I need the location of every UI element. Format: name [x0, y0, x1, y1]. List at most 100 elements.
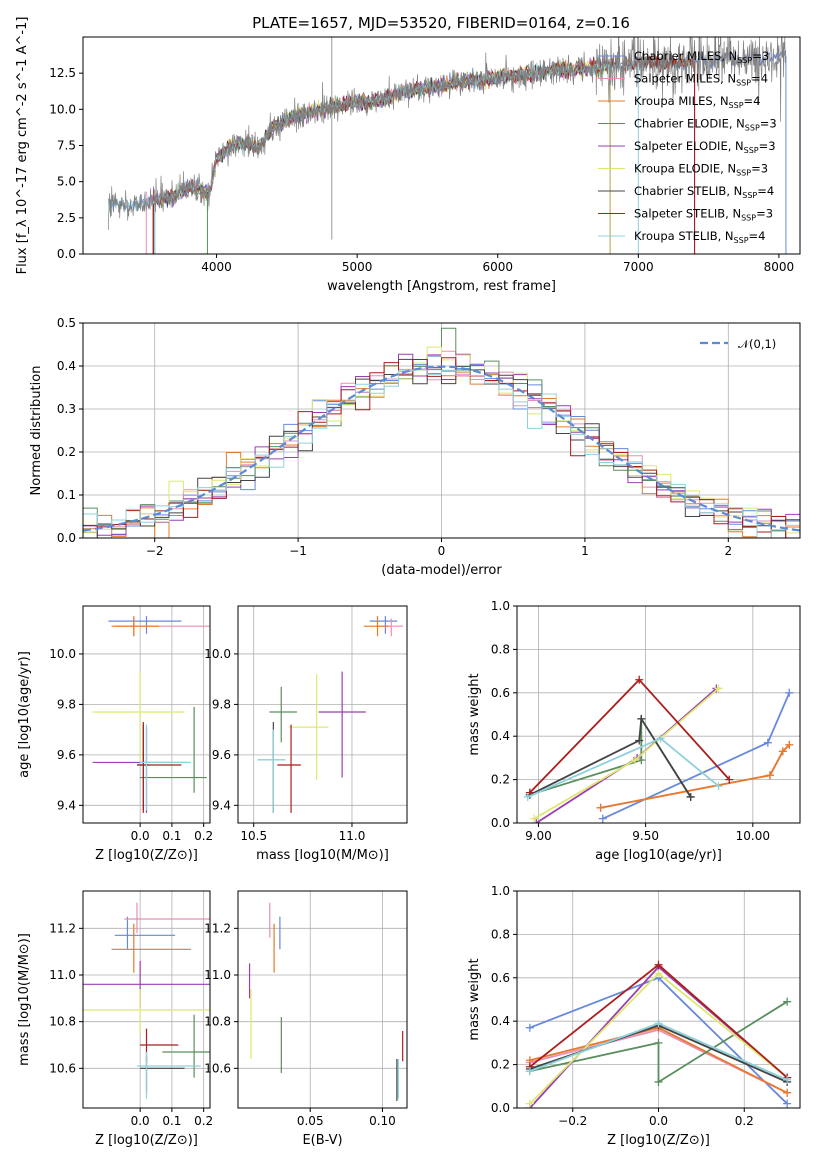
x-tick-label: 0.2	[735, 1114, 754, 1128]
weight-point	[630, 756, 639, 765]
legend-label-main: Salpeter ELODIE, N	[634, 139, 744, 153]
legend-label-main: Salpeter STELIB, N	[634, 207, 741, 221]
y-tick-label: 9.8	[57, 697, 76, 711]
legend-label: Kroupa ELODIE, NSSP=3	[634, 162, 768, 178]
y-tick-label: 11.2	[49, 921, 76, 935]
y-tick-label: 0.2	[57, 445, 76, 459]
weight-point	[654, 969, 663, 978]
y-tick-label: 11.0	[49, 968, 76, 982]
x-axis-label: mass [log10(M/M⊙)]	[256, 848, 389, 863]
x-tick-label: 0.0	[649, 1114, 668, 1128]
panel-6: 0.05 0.10 10.6 10.8 11.0 11.2 E(B-V)	[204, 890, 408, 1148]
weight-point	[635, 736, 644, 745]
histogram-step	[83, 350, 800, 538]
plot-area	[92, 616, 210, 813]
x-axis-label: E(B-V)	[302, 1133, 342, 1148]
y-tick-label: 9.6	[212, 748, 231, 762]
y-tick-label: 10.0	[204, 647, 231, 661]
legend-label: Salpeter MILES, NSSP=4	[634, 72, 768, 88]
plot-area	[83, 327, 800, 538]
y-tick-label: 10.6	[49, 1061, 76, 1075]
x-tick-label: 4000	[201, 260, 232, 274]
legend-label-main: Chabrier ELODIE, N	[634, 117, 745, 131]
legend-label-sub: SSP	[734, 236, 749, 245]
legend-label: Chabrier ELODIE, NSSP=3	[634, 117, 777, 133]
axes-frame	[82, 890, 211, 1109]
legend-label-count: =3	[752, 49, 769, 63]
panel-4: 9.00 9.50 10.00 0.0 0.2 0.4 0.6 0.8 1.0 age [log1…	[467, 599, 801, 863]
y-axis-label: Flux [f_λ 10^-17 erg cm^-2 s^-1 A^-1]	[15, 17, 30, 275]
y-tick-label: 9.6	[57, 748, 76, 762]
y-tick-label: 0.4	[491, 729, 510, 743]
weight-point	[763, 738, 772, 747]
legend-label: Kroupa MILES, NSSP=4	[634, 94, 760, 110]
legend-label-sub: SSP	[744, 146, 759, 155]
y-tick-label: 1.0	[491, 599, 510, 613]
weight-point	[530, 814, 539, 823]
weight-point	[725, 775, 734, 784]
x-tick-label: 0.0	[131, 1114, 150, 1128]
x-axis-label: Z [log10(Z/Z⊙)]	[607, 1133, 710, 1148]
x-tick-label: 9.50	[632, 829, 659, 843]
legend-label-count: =3	[756, 207, 773, 221]
x-tick-label: −1	[289, 544, 307, 558]
y-tick-label: 10.8	[204, 1015, 231, 1029]
weight-point	[525, 1099, 534, 1108]
weight-point	[714, 684, 723, 693]
weight-point	[598, 814, 607, 823]
legend-label-main: Kroupa ELODIE, N	[634, 162, 736, 176]
gaussian-curve	[83, 365, 800, 532]
legend-label-sub: SSP	[745, 124, 760, 133]
plot-area	[107, 37, 787, 254]
y-tick-label: 11.2	[204, 921, 231, 935]
weight-point	[656, 734, 665, 743]
x-tick-label: −0.2	[558, 1114, 587, 1128]
legend-label-sub: SSP	[737, 56, 752, 65]
weight-point	[654, 960, 663, 969]
weight-line	[529, 716, 692, 798]
weight-point	[783, 997, 792, 1006]
legend-label: Salpeter STELIB, NSSP=3	[634, 207, 773, 223]
y-axis-label: mass [log10(M/M⊙)]	[17, 933, 32, 1066]
y-tick-label: 0.0	[57, 247, 76, 261]
y-axis-label: age [log10(age/yr)]	[17, 651, 32, 778]
weight-point	[783, 1088, 792, 1097]
plot-area	[525, 960, 792, 1108]
y-tick-label: 10.0	[49, 647, 76, 661]
y-axis-label: mass weight	[467, 958, 482, 1040]
weight-point	[654, 1077, 663, 1086]
x-axis-label: age [log10(age/yr)]	[595, 848, 722, 863]
legend-label-count: =3	[759, 139, 776, 153]
weight-point	[637, 714, 646, 723]
y-tick-label: 0.0	[57, 531, 76, 545]
legend-label-main: Kroupa STELIB, N	[634, 229, 734, 243]
axes-frame	[516, 605, 801, 824]
weight-point	[523, 792, 532, 801]
legend-label-count: =3	[751, 162, 768, 176]
plot-area	[257, 616, 404, 813]
weight-line	[602, 692, 791, 820]
legend-label-count: =4	[749, 229, 766, 243]
weight-point	[686, 792, 695, 801]
legend-label-sub: SSP	[729, 101, 744, 110]
weight-point	[654, 1038, 663, 1047]
chart-title: PLATE=1657, MJD=53520, FIBERID=0164, z=0…	[252, 14, 630, 32]
x-tick-label: 5000	[342, 260, 373, 274]
x-tick-label: 0.10	[369, 1114, 396, 1128]
axes-frame	[237, 605, 408, 824]
axes-frame	[82, 36, 801, 255]
weight-point	[765, 771, 774, 780]
y-tick-label: 2.5	[57, 211, 76, 225]
y-tick-label: 9.4	[57, 798, 76, 812]
weight-point	[654, 1019, 663, 1028]
weight-point	[783, 1099, 792, 1108]
weight-point	[785, 740, 794, 749]
y-tick-label: 0.0	[491, 1101, 510, 1115]
y-tick-label: 11.0	[204, 968, 231, 982]
legend-label-sub: SSP	[736, 169, 751, 178]
y-tick-label: 0.6	[491, 971, 510, 985]
x-axis-label: Z [log10(Z/Z⊙)]	[95, 1133, 198, 1148]
y-tick-label: 0.0	[491, 816, 510, 830]
y-tick-label: 0.2	[491, 1058, 510, 1072]
